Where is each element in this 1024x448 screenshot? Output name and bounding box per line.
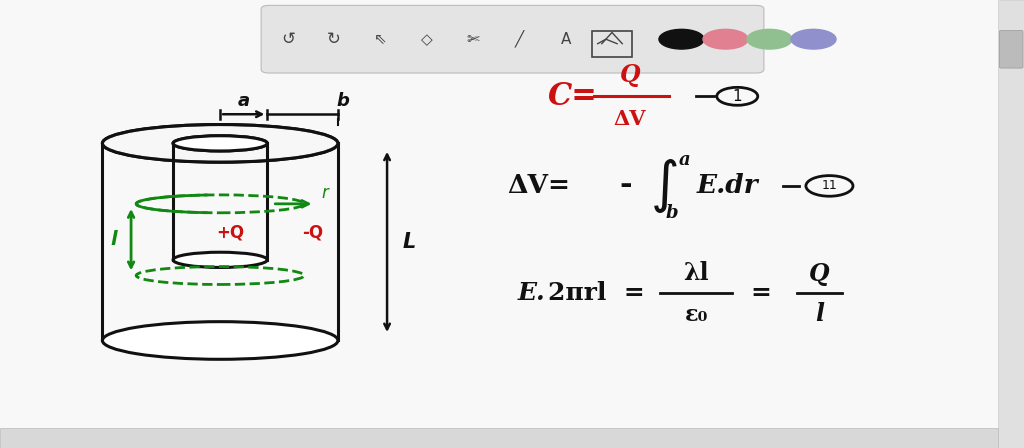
Text: ⇖: ⇖ (374, 32, 387, 47)
Ellipse shape (173, 136, 267, 151)
Text: E.dr: E.dr (696, 173, 758, 198)
Text: a: a (679, 151, 690, 169)
Text: L: L (403, 232, 416, 252)
Circle shape (702, 29, 748, 49)
Circle shape (659, 29, 705, 49)
Ellipse shape (102, 322, 338, 359)
FancyBboxPatch shape (999, 30, 1023, 68)
Text: Q: Q (809, 262, 829, 286)
Text: E.: E. (517, 281, 545, 306)
Ellipse shape (102, 125, 338, 162)
Text: 2πrl  =: 2πrl = (548, 281, 644, 306)
Text: -: - (620, 172, 632, 200)
Circle shape (746, 29, 792, 49)
Text: ◇: ◇ (421, 32, 432, 47)
Text: λl: λl (683, 261, 710, 285)
FancyBboxPatch shape (592, 30, 633, 57)
Text: a: a (238, 92, 250, 110)
Text: l: l (111, 230, 117, 249)
Text: Q: Q (620, 63, 640, 87)
Ellipse shape (173, 252, 267, 267)
Bar (0, 428, 998, 448)
Text: 11: 11 (821, 179, 838, 193)
Text: ΔV=: ΔV= (507, 173, 570, 198)
Circle shape (791, 29, 836, 49)
Text: ΔV: ΔV (613, 109, 646, 129)
Text: l: l (815, 302, 823, 326)
Ellipse shape (173, 136, 267, 151)
Text: =: = (751, 281, 771, 306)
Text: ε₀: ε₀ (685, 304, 708, 326)
Text: A: A (560, 32, 570, 47)
Text: b: b (666, 204, 678, 222)
Text: ↻: ↻ (327, 30, 341, 48)
Ellipse shape (102, 125, 338, 162)
Text: r: r (322, 184, 328, 202)
Text: C=: C= (548, 81, 598, 112)
Text: b: b (337, 92, 349, 110)
Text: $\int$: $\int$ (650, 157, 678, 215)
Text: -Q: -Q (302, 224, 323, 242)
Text: ↺: ↺ (281, 30, 295, 48)
FancyBboxPatch shape (261, 5, 764, 73)
Text: 1: 1 (732, 89, 742, 104)
Text: ╱: ╱ (515, 30, 524, 48)
Text: +Q: +Q (216, 224, 245, 242)
Bar (998, 0, 1024, 448)
Text: ✄: ✄ (467, 32, 479, 47)
